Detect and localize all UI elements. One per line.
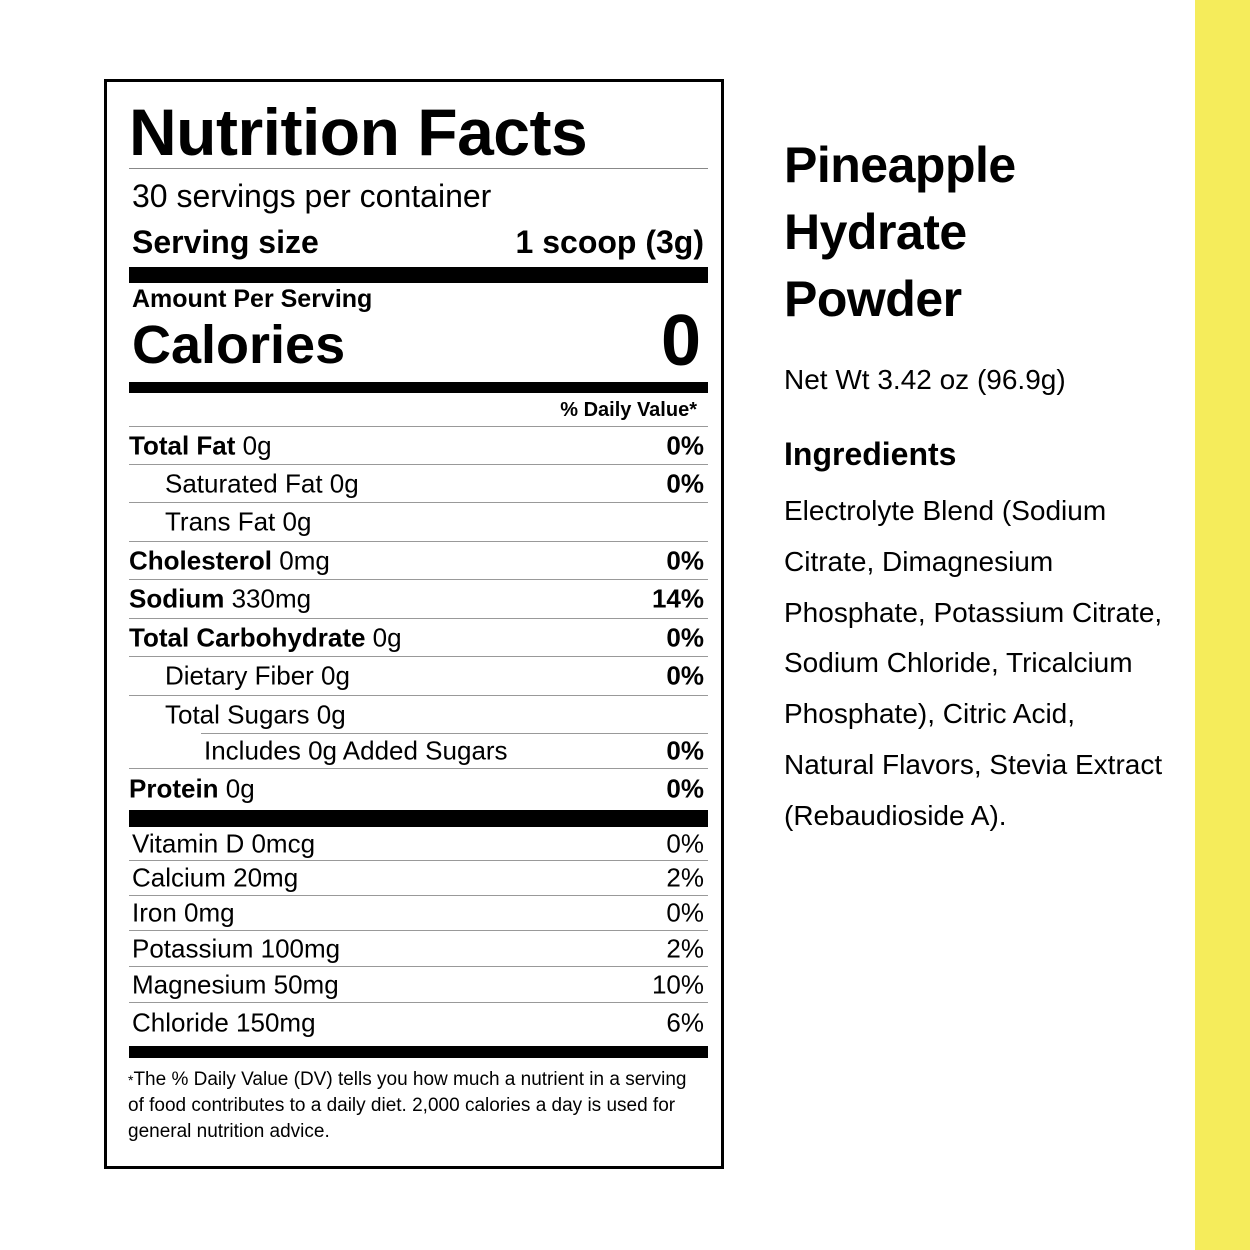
daily-value-percent: 0% (666, 735, 704, 766)
ingredients-text: Electrolyte Blend (Sodium Citrate, Dimag… (784, 495, 1163, 831)
calories-value: 0 (660, 301, 701, 381)
vitamin-row: Magnesium 50mg 10% (129, 966, 708, 1002)
vitamin-name: Potassium 100mg (132, 933, 341, 963)
nutrition-facts-label: Nutrition Facts 30 servings per containe… (104, 79, 724, 1169)
daily-value-percent: 14% (651, 583, 704, 614)
daily-value-percent: 0% (666, 897, 704, 928)
thick-divider (129, 810, 708, 827)
nutrient-name: Dietary Fiber 0g (165, 660, 350, 691)
vitamin-name: Calcium 20mg (132, 862, 299, 893)
nutrient-row: Trans Fat 0g (129, 502, 708, 541)
vitamin-row: Chloride 150mg 6% (129, 1002, 708, 1042)
nutrient-row: Dietary Fiber 0g 0% (129, 656, 708, 695)
daily-value-percent: 2% (666, 933, 704, 963)
nutrient-name: Trans Fat 0g (165, 506, 312, 537)
nutrient-row: Cholesterol 0mg 0% (129, 541, 708, 579)
divider (129, 168, 708, 169)
nutrient-row: Protein 0g 0% (129, 768, 708, 808)
calories-label: Calories (132, 315, 346, 375)
nutrient-row: Sodium 330mg 14% (129, 579, 708, 618)
daily-value-percent: 10% (651, 969, 704, 999)
nutrient-name: Sodium 330mg (129, 583, 312, 614)
vitamin-row: Calcium 20mg 2% (129, 860, 708, 895)
daily-value-percent: 0% (666, 545, 704, 575)
product-title: Pineapple Hydrate Powder (784, 137, 1016, 327)
nutrient-row: Total Fat 0g 0% (129, 426, 708, 464)
serving-size-label: Serving size (132, 224, 319, 260)
vitamin-row: Potassium 100mg 2% (129, 930, 708, 966)
nutrient-name: Cholesterol 0mg (129, 545, 330, 575)
daily-value-percent: 0% (666, 828, 704, 858)
nutrient-row: Saturated Fat 0g 0% (129, 464, 708, 502)
daily-value-percent: 0% (666, 468, 704, 498)
nutrient-name: Protein 0g (129, 773, 255, 803)
nutrient-name: Includes 0g Added Sugars (204, 735, 508, 766)
nutrient-name: Total Sugars 0g (165, 699, 346, 729)
daily-value-percent: 0% (666, 622, 704, 652)
daily-value-percent: 6% (666, 1007, 704, 1037)
daily-value-percent: 2% (666, 862, 704, 893)
vitamin-name: Iron 0mg (132, 897, 235, 928)
nutrient-row: Total Sugars 0g (129, 695, 708, 733)
net-weight: Net Wt 3.42 oz (96.9g) (784, 364, 1066, 395)
vitamin-name: Vitamin D 0mcg (132, 828, 316, 858)
nutrient-row: Total Carbohydrate 0g 0% (129, 618, 708, 656)
ingredients-heading: Ingredients (784, 436, 957, 472)
medium-divider (129, 382, 708, 393)
footnote: *The % Daily Value (DV) tells you how mu… (128, 1069, 687, 1142)
daily-value-header: % Daily Value* (560, 399, 697, 421)
nutrient-name: Total Fat 0g (129, 430, 272, 460)
daily-value-percent: 0% (666, 660, 704, 691)
vitamin-name: Chloride 150mg (132, 1007, 316, 1037)
vitamin-row: Iron 0mg 0% (129, 895, 708, 930)
daily-value-percent: 0% (666, 430, 704, 460)
vitamin-row: Vitamin D 0mcg 0% (129, 827, 708, 860)
medium-divider (129, 1046, 708, 1058)
yellow-accent-strip (1195, 0, 1250, 1250)
amount-per-serving: Amount Per Serving (132, 285, 373, 313)
label-title: Nutrition Facts (129, 95, 588, 169)
nutrient-name: Total Carbohydrate 0g (129, 622, 402, 652)
nutrient-name: Saturated Fat 0g (165, 468, 359, 498)
vitamin-name: Magnesium 50mg (132, 969, 339, 999)
daily-value-percent: 0% (666, 773, 704, 803)
thick-divider (129, 267, 708, 283)
nutrient-row: Includes 0g Added Sugars 0% (201, 733, 708, 768)
servings-per-container: 30 servings per container (132, 178, 492, 214)
serving-size-value: 1 scoop (3g) (515, 224, 704, 260)
